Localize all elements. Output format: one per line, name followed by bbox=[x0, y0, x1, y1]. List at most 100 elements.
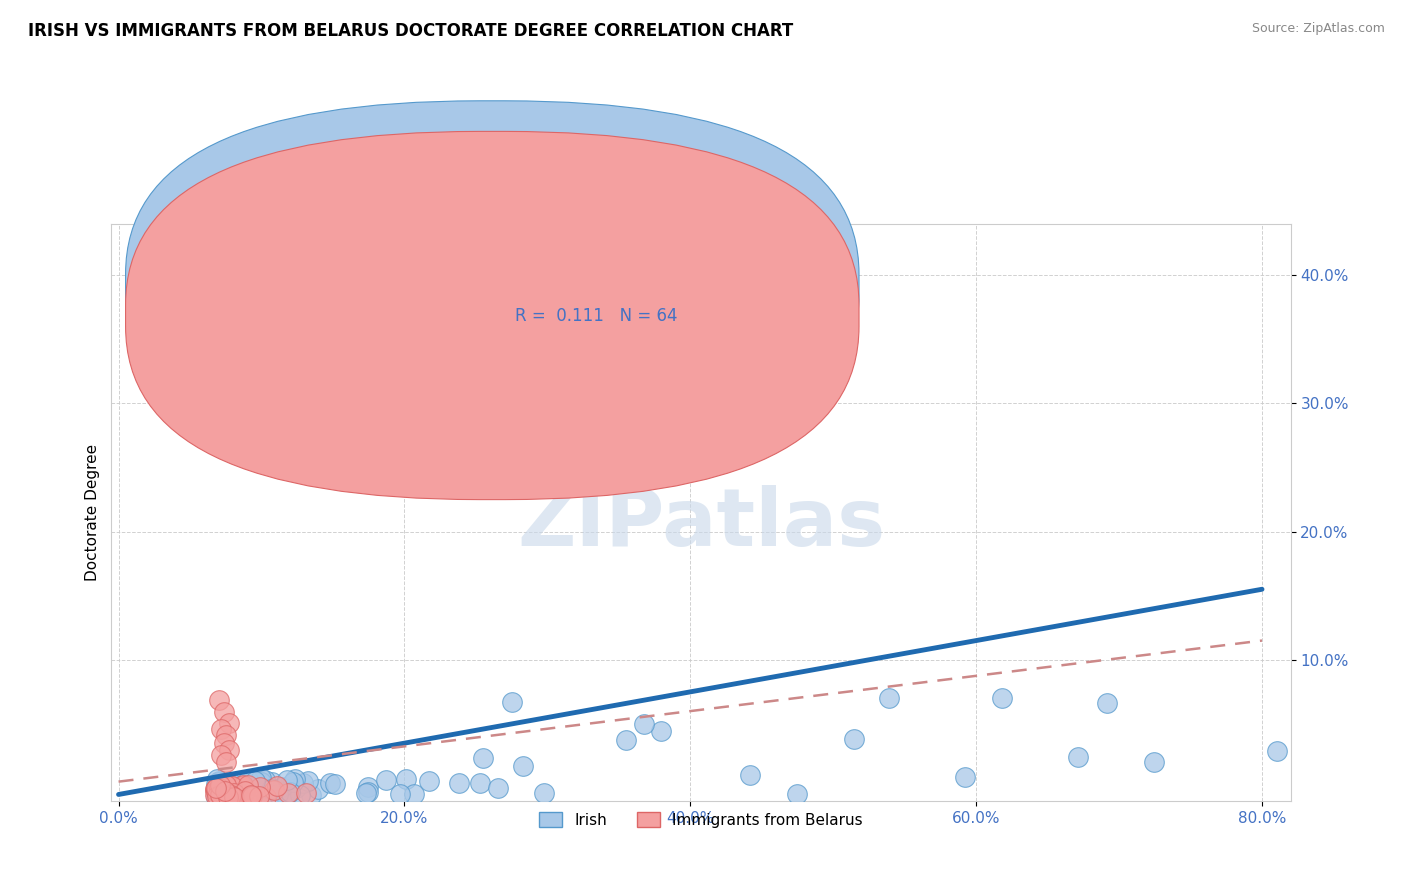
Immigrants from Belarus bbox=[159, 775, 181, 789]
Irish bbox=[193, 768, 215, 782]
Immigrants from Belarus bbox=[108, 769, 131, 783]
Immigrants from Belarus bbox=[114, 710, 136, 724]
Immigrants from Belarus bbox=[134, 769, 156, 783]
Irish bbox=[823, 685, 845, 699]
Irish bbox=[215, 759, 238, 773]
Irish bbox=[1173, 434, 1195, 449]
Irish bbox=[122, 779, 145, 793]
Immigrants from Belarus bbox=[136, 779, 159, 793]
Immigrants from Belarus bbox=[108, 777, 131, 791]
Immigrants from Belarus bbox=[111, 773, 134, 788]
Irish bbox=[699, 729, 721, 743]
Irish bbox=[291, 775, 314, 789]
Irish bbox=[127, 767, 149, 781]
Irish bbox=[121, 775, 143, 789]
Irish bbox=[356, 706, 378, 720]
Immigrants from Belarus bbox=[122, 767, 145, 781]
Irish bbox=[150, 773, 173, 788]
Irish bbox=[588, 735, 610, 749]
Irish bbox=[166, 771, 188, 785]
Irish bbox=[546, 669, 568, 683]
Irish bbox=[202, 760, 225, 774]
Immigrants from Belarus bbox=[112, 685, 135, 699]
Irish bbox=[146, 768, 169, 782]
Irish bbox=[157, 764, 180, 778]
Irish bbox=[603, 675, 626, 690]
Text: ZIPatlas: ZIPatlas bbox=[517, 485, 886, 563]
Text: R =  0.111   N = 64: R = 0.111 N = 64 bbox=[515, 307, 678, 325]
Immigrants from Belarus bbox=[111, 775, 134, 789]
Immigrants from Belarus bbox=[120, 775, 142, 789]
Irish bbox=[127, 761, 149, 775]
Irish bbox=[193, 773, 215, 788]
Immigrants from Belarus bbox=[141, 772, 163, 786]
Irish bbox=[173, 764, 195, 778]
Irish bbox=[243, 764, 266, 778]
Text: IRISH VS IMMIGRANTS FROM BELARUS DOCTORATE DEGREE CORRELATION CHART: IRISH VS IMMIGRANTS FROM BELARUS DOCTORA… bbox=[28, 22, 793, 40]
Irish bbox=[950, 663, 973, 677]
Immigrants from Belarus bbox=[129, 779, 152, 793]
Immigrants from Belarus bbox=[115, 698, 138, 712]
Immigrants from Belarus bbox=[120, 778, 142, 792]
Immigrants from Belarus bbox=[128, 777, 150, 791]
Immigrants from Belarus bbox=[124, 766, 146, 780]
Irish bbox=[337, 716, 360, 731]
Immigrants from Belarus bbox=[127, 779, 149, 793]
Irish bbox=[256, 764, 278, 778]
Irish bbox=[108, 765, 131, 780]
Irish bbox=[785, 733, 807, 747]
Irish bbox=[131, 771, 153, 785]
Irish bbox=[129, 765, 152, 780]
Irish bbox=[266, 770, 288, 784]
Irish bbox=[855, 690, 877, 705]
Immigrants from Belarus bbox=[121, 779, 143, 793]
Irish bbox=[889, 759, 911, 773]
Irish bbox=[1180, 678, 1202, 692]
Irish bbox=[139, 770, 162, 784]
Irish bbox=[118, 772, 141, 787]
Irish bbox=[770, 746, 793, 760]
Irish bbox=[114, 765, 136, 780]
Irish bbox=[132, 777, 155, 791]
Irish bbox=[127, 777, 149, 791]
Immigrants from Belarus bbox=[108, 771, 131, 785]
Immigrants from Belarus bbox=[143, 767, 166, 781]
Irish bbox=[110, 760, 132, 774]
Irish bbox=[129, 763, 152, 777]
Immigrants from Belarus bbox=[111, 704, 134, 718]
Irish bbox=[134, 763, 156, 777]
Immigrants from Belarus bbox=[114, 778, 136, 792]
Irish bbox=[146, 776, 169, 790]
Irish bbox=[1064, 681, 1087, 695]
Immigrants from Belarus bbox=[118, 775, 141, 789]
Irish bbox=[278, 746, 301, 760]
Irish bbox=[747, 680, 769, 694]
Immigrants from Belarus bbox=[108, 772, 131, 787]
Legend: Irish, Immigrants from Belarus: Irish, Immigrants from Belarus bbox=[533, 805, 869, 834]
FancyBboxPatch shape bbox=[125, 101, 859, 469]
Irish bbox=[149, 761, 172, 775]
Irish bbox=[112, 769, 135, 783]
Irish bbox=[110, 763, 132, 777]
Irish bbox=[630, 740, 652, 755]
Immigrants from Belarus bbox=[115, 779, 138, 793]
Irish bbox=[115, 770, 138, 784]
Irish bbox=[1108, 663, 1130, 677]
Immigrants from Belarus bbox=[112, 719, 135, 733]
Immigrants from Belarus bbox=[110, 779, 132, 793]
Irish bbox=[162, 777, 184, 791]
Immigrants from Belarus bbox=[120, 776, 142, 790]
Irish bbox=[129, 770, 152, 784]
Irish bbox=[127, 775, 149, 789]
Irish bbox=[134, 758, 156, 772]
Immigrants from Belarus bbox=[110, 774, 132, 789]
Irish bbox=[1159, 402, 1181, 417]
Immigrants from Belarus bbox=[114, 772, 136, 786]
Irish bbox=[346, 698, 368, 713]
Irish bbox=[156, 777, 179, 791]
Immigrants from Belarus bbox=[110, 774, 132, 789]
Immigrants from Belarus bbox=[111, 732, 134, 747]
Immigrants from Belarus bbox=[111, 765, 134, 780]
Irish bbox=[152, 763, 174, 777]
Irish bbox=[1008, 672, 1031, 686]
